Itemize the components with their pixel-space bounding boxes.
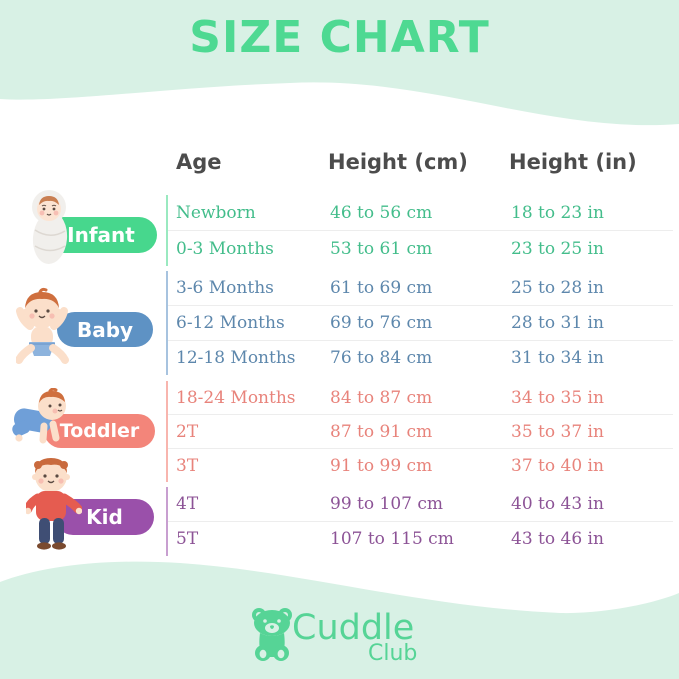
height-in-cell: 40 to 43 in bbox=[511, 494, 604, 514]
height-cm-cell: 53 to 61 cm bbox=[330, 238, 433, 259]
table-row: 3T 91 to 99 cm 37 to 40 in bbox=[168, 448, 673, 482]
height-cm-cell: 84 to 87 cm bbox=[330, 387, 433, 408]
height-in-cell: 31 to 34 in bbox=[511, 348, 604, 368]
height-in-cell: 18 to 23 in bbox=[511, 202, 604, 223]
top-wave-shape bbox=[0, 0, 679, 126]
age-cell: 5T bbox=[176, 529, 199, 549]
badge-kid-label: Kid bbox=[86, 505, 123, 529]
table-row: 2T 87 to 91 cm 35 to 37 in bbox=[168, 414, 673, 448]
badge-toddler-label: Toddler bbox=[59, 420, 140, 442]
height-in-cell: 28 to 31 in bbox=[511, 313, 604, 333]
header-age: Age bbox=[176, 150, 222, 174]
height-in-cell: 37 to 40 in bbox=[511, 455, 604, 476]
sitting-baby-illustration bbox=[16, 287, 69, 364]
height-cm-cell: 87 to 91 cm bbox=[330, 421, 433, 442]
swaddled-infant-illustration bbox=[32, 190, 68, 264]
top-banner: SIZE CHART bbox=[0, 0, 679, 132]
teddy-bear-logo-icon bbox=[252, 608, 292, 661]
height-in-cell: 34 to 35 in bbox=[511, 387, 604, 408]
height-cm-cell: 99 to 107 cm bbox=[330, 494, 443, 514]
standing-kid-illustration bbox=[26, 458, 82, 550]
header-height-cm: Height (cm) bbox=[328, 150, 468, 174]
table-row: 4T 99 to 107 cm 40 to 43 in bbox=[168, 487, 673, 521]
height-cm-cell: 46 to 56 cm bbox=[330, 202, 433, 223]
table-row: 3-6 Months 61 to 69 cm 25 to 28 in bbox=[168, 271, 673, 305]
group-baby: 3-6 Months 61 to 69 cm 25 to 28 in 6-12 … bbox=[166, 271, 673, 375]
header-height-in: Height (in) bbox=[509, 150, 637, 174]
bottom-wave-shape bbox=[0, 561, 679, 679]
height-cm-cell: 61 to 69 cm bbox=[330, 278, 433, 298]
height-cm-cell: 91 to 99 cm bbox=[330, 455, 433, 476]
height-in-cell: 23 to 25 in bbox=[511, 238, 604, 259]
age-cell: 2T bbox=[176, 421, 199, 442]
badge-baby-label: Baby bbox=[76, 317, 134, 342]
table-row: 18-24 Months 84 to 87 cm 34 to 35 in bbox=[168, 381, 673, 414]
logo-brand-name: Cuddle bbox=[292, 608, 415, 648]
height-in-cell: 25 to 28 in bbox=[511, 278, 604, 298]
age-cell: 12-18 Months bbox=[176, 348, 296, 368]
age-cell: 3-6 Months bbox=[176, 278, 274, 298]
height-cm-cell: 69 to 76 cm bbox=[330, 313, 433, 333]
table-row: 5T 107 to 115 cm 43 to 46 in bbox=[168, 521, 673, 556]
group-toddler: 18-24 Months 84 to 87 cm 34 to 35 in 2T … bbox=[166, 381, 673, 482]
badge-infant-label: Infant bbox=[67, 223, 135, 247]
age-cell: 3T bbox=[176, 455, 199, 476]
age-cell: Newborn bbox=[176, 202, 256, 223]
age-cell: 18-24 Months bbox=[176, 387, 296, 408]
table-row: 0-3 Months 53 to 61 cm 23 to 25 in bbox=[168, 230, 673, 266]
badge-baby: Baby bbox=[57, 312, 153, 347]
page-title: SIZE CHART bbox=[189, 12, 490, 63]
badge-toddler: Toddler bbox=[44, 414, 155, 448]
table-header-row: Age Height (cm) Height (in) bbox=[166, 150, 671, 174]
table-row: 12-18 Months 76 to 84 cm 31 to 34 in bbox=[168, 340, 673, 375]
footer-banner bbox=[0, 555, 679, 679]
height-in-cell: 35 to 37 in bbox=[511, 421, 604, 442]
height-in-cell: 43 to 46 in bbox=[511, 529, 604, 549]
age-cell: 4T bbox=[176, 494, 199, 514]
group-kid: 4T 99 to 107 cm 40 to 43 in 5T 107 to 11… bbox=[166, 487, 673, 556]
age-cell: 6-12 Months bbox=[176, 313, 285, 333]
height-cm-cell: 107 to 115 cm bbox=[330, 529, 454, 549]
height-cm-cell: 76 to 84 cm bbox=[330, 348, 433, 368]
logo-brand-sub: Club bbox=[368, 641, 418, 666]
group-infant: Newborn 46 to 56 cm 18 to 23 in 0-3 Mont… bbox=[166, 195, 673, 266]
crawling-toddler-illustration bbox=[12, 388, 66, 444]
table-row: Newborn 46 to 56 cm 18 to 23 in bbox=[168, 195, 673, 230]
age-cell: 0-3 Months bbox=[176, 238, 274, 259]
table-row: 6-12 Months 69 to 76 cm 28 to 31 in bbox=[168, 305, 673, 340]
